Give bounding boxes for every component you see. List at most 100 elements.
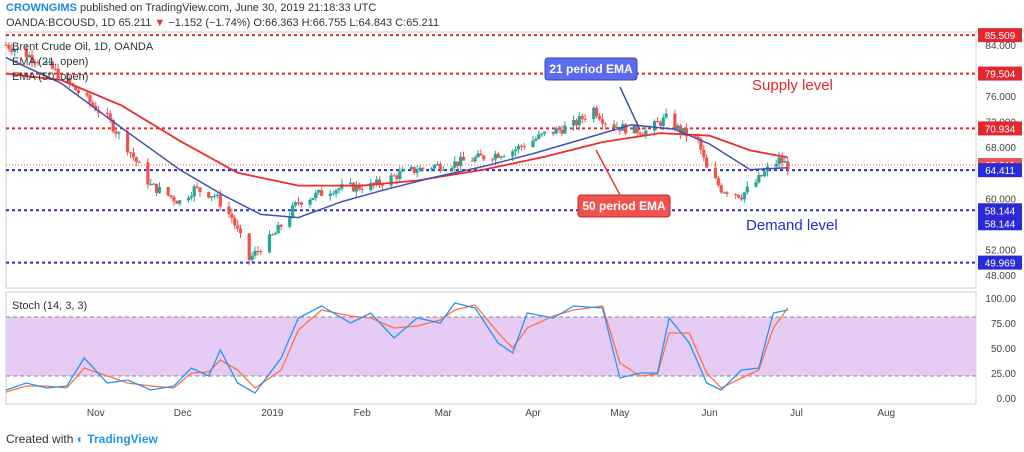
candle-down: [30, 55, 34, 62]
candle-down: [658, 122, 662, 126]
candle-down: [299, 202, 303, 205]
price-label-text: 58.144: [985, 206, 1016, 217]
candle-up: [192, 186, 196, 197]
price-change: −1.152 (−1.74%): [168, 17, 251, 29]
candle-down: [780, 157, 784, 163]
author-link[interactable]: CROWNGIMS: [6, 2, 77, 14]
candle-up: [418, 167, 422, 172]
candle-down: [574, 120, 579, 126]
legend-stoch[interactable]: Stoch (14, 3, 3): [12, 300, 87, 312]
candle-down: [736, 195, 741, 198]
candle-down: [597, 116, 602, 120]
candle-down: [719, 185, 723, 193]
candle-down: [380, 184, 385, 186]
stoch-axis: 0.00 25.00 50.00 75.00 100.00: [985, 294, 1016, 405]
candle-down: [557, 128, 561, 130]
symbol-line: OANDA:BCOUSD, 1D 65.211 ▼ −1.152 (−1.74%…: [6, 17, 439, 29]
candle-up: [763, 171, 767, 177]
candle-down: [551, 131, 555, 134]
candle-down: [490, 159, 495, 161]
candle-down: [734, 194, 738, 196]
candle-down: [247, 233, 251, 260]
price-label-text: 85.509: [985, 31, 1016, 42]
time-tick-label: Jul: [790, 408, 803, 419]
price-tick-label: 60.000: [985, 194, 1016, 205]
candle-down: [195, 186, 199, 188]
price-label: 58.144: [978, 203, 1022, 218]
candle-down: [166, 187, 170, 196]
price-label-box: [978, 216, 1022, 231]
supply-level-label: Supply level: [752, 77, 833, 94]
candle-up: [577, 116, 581, 126]
candle-up: [435, 163, 440, 166]
price-label: 85.509: [978, 28, 1022, 43]
candle-down: [392, 175, 396, 177]
ema-lines: [5, 56, 788, 219]
candle-down: [68, 77, 72, 84]
price-label: 49.969: [978, 255, 1022, 270]
candle-down: [134, 157, 138, 162]
candle-up: [615, 126, 619, 128]
ema21-callout-text: 21 period EMA: [549, 62, 633, 76]
candle-down: [479, 153, 483, 156]
tradingview-brand[interactable]: TradingView: [87, 432, 158, 446]
ohlc-values: O:66.363 H:66.755 L:64.843 C:65.211: [253, 17, 440, 29]
candle-down: [470, 160, 474, 162]
candle-up: [398, 171, 402, 180]
ema21-line: [5, 56, 788, 219]
candle-down: [357, 184, 361, 190]
publish-line: CROWNGIMS published on TradingView.com, …: [6, 2, 376, 14]
candle-down: [351, 182, 356, 192]
price-label-text: 70.934: [985, 124, 1016, 135]
candle-down: [218, 194, 222, 207]
candle-down: [105, 112, 109, 114]
candle-down: [696, 136, 700, 139]
candle-up: [186, 197, 191, 201]
candle-down: [702, 149, 706, 158]
price-label: 70.934: [978, 121, 1022, 136]
candle-up: [291, 205, 295, 217]
candle-down: [33, 61, 37, 63]
price-label-text: 79.504: [985, 70, 1016, 81]
published-text: published on TradingView.com, June 30, 2…: [79, 2, 377, 14]
candle-down: [10, 48, 14, 52]
candle-down: [53, 68, 57, 70]
legend-ema21[interactable]: EMA (21, open): [12, 56, 88, 68]
last-price: 65.211: [118, 17, 152, 29]
candle-down: [519, 145, 524, 147]
created-with-text: Created with: [6, 432, 74, 446]
candle-up: [47, 61, 52, 63]
candle-down: [256, 250, 260, 252]
candle-down: [230, 213, 234, 219]
candle-down: [438, 163, 442, 171]
candle-up: [554, 128, 558, 134]
candle-up: [149, 183, 153, 185]
candle-up: [499, 156, 503, 158]
price-label-text: 64.411: [985, 166, 1015, 177]
candle-down: [739, 197, 744, 200]
candle-down: [128, 152, 133, 154]
demand-level-label: Demand level: [746, 217, 838, 234]
candle-up: [493, 153, 497, 160]
candle-down: [560, 129, 564, 134]
candle-down: [259, 251, 263, 253]
candle-up: [348, 182, 353, 185]
candle-down: [175, 201, 179, 204]
candle-down: [641, 134, 645, 136]
stoch-tick-label: 0.00: [997, 394, 1017, 405]
candle-up: [337, 188, 341, 191]
price-tick-label: 48.000: [985, 271, 1016, 282]
candle-up: [745, 186, 749, 193]
candle-down: [238, 228, 243, 234]
candle-down: [236, 225, 240, 229]
ema50-line: [5, 72, 788, 187]
candle-up: [441, 169, 445, 171]
candle-up: [542, 131, 547, 134]
time-tick-label: Dec: [174, 408, 192, 419]
legend-ema50[interactable]: EMA (50, open): [12, 71, 88, 83]
candle-up: [409, 166, 413, 170]
candle-down: [377, 179, 382, 185]
candle-down: [36, 62, 40, 64]
candle-down: [270, 234, 274, 236]
